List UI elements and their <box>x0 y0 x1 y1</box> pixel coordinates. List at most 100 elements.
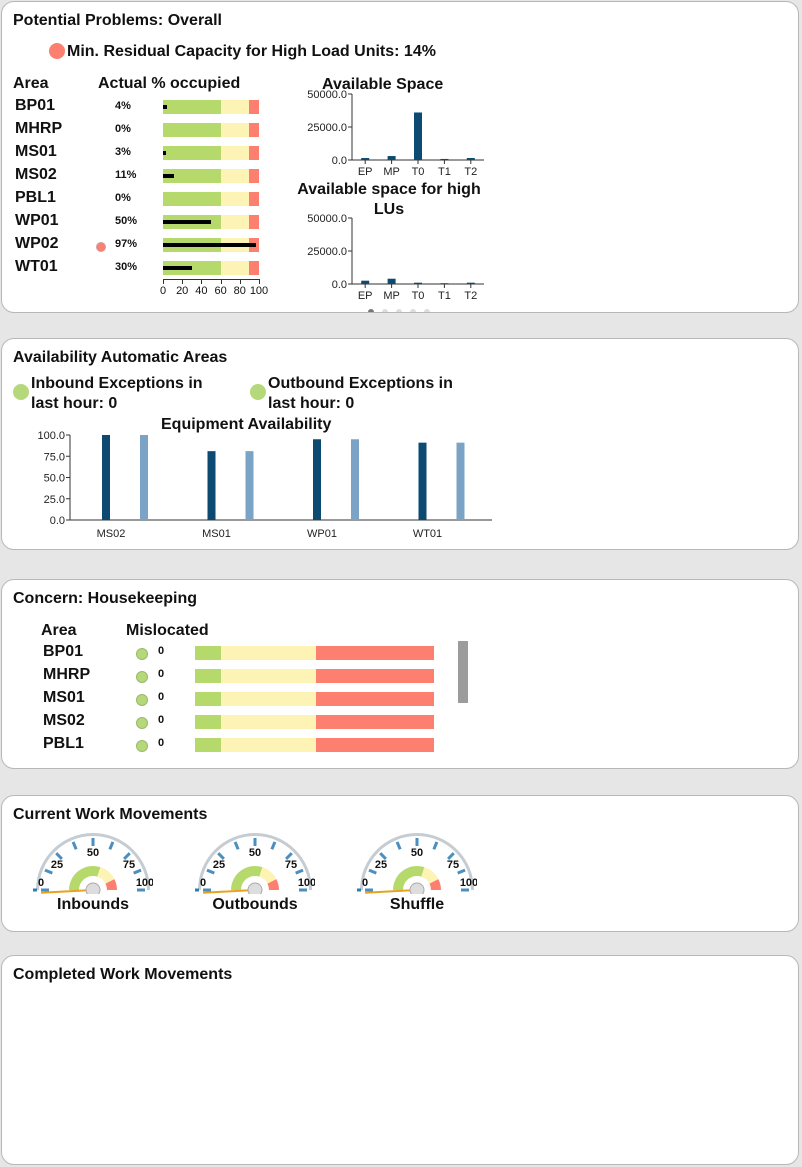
gauge-tick <box>123 852 131 860</box>
mislocated-bullet <box>195 692 434 706</box>
gauge-tick-label: 0 <box>38 877 44 889</box>
range-warn <box>220 215 250 229</box>
y-tick-label: 100.0 <box>37 430 65 442</box>
inbound-line2: last hour: 0 <box>31 395 118 412</box>
occupancy-bullet <box>163 192 259 206</box>
range-warn <box>220 146 250 160</box>
gauge-tick <box>44 868 53 875</box>
mislocated-count: 0 <box>158 691 165 703</box>
bar-MS01-series1 <box>207 451 216 520</box>
gauge-band-warn <box>97 867 115 884</box>
gauge-tick <box>71 841 78 850</box>
range-good <box>163 123 221 137</box>
gauge-band-good <box>393 866 425 890</box>
area-label: BP01 <box>15 97 56 114</box>
occupied-header: Actual % occupied <box>98 75 241 92</box>
range-warn <box>221 692 316 706</box>
axis-tick-label: 0 <box>159 285 167 297</box>
x-tick-label: T0 <box>412 166 425 178</box>
gauge-tick <box>108 841 115 850</box>
bar-MS01-series2 <box>245 451 254 520</box>
bar-WT01-series1 <box>418 442 427 520</box>
current-work-panel: Current Work Movements 0 25 50 75 100 Inbound… <box>1 795 799 932</box>
occupied-pct: 97% <box>115 238 138 250</box>
bar-T1 <box>440 158 449 160</box>
gauge-tick <box>432 841 439 850</box>
available-space-title: Available Space <box>322 76 444 93</box>
housekeeping-panel: Concern: Housekeeping Area Mislocated BP… <box>1 579 799 769</box>
panel-title: Concern: Housekeeping <box>13 590 198 607</box>
range-good <box>163 146 221 160</box>
occupancy-measure <box>163 243 257 247</box>
completed-work-panel: Completed Work Movements <box>1 955 799 1165</box>
gauge-tick <box>233 841 240 850</box>
axis-tick <box>201 279 203 284</box>
mislocated-bullet <box>195 715 434 729</box>
pager-dot[interactable] <box>382 309 388 312</box>
availability-panel: Availability Automatic Areas Inbound Exc… <box>1 338 799 550</box>
mislocated-header: Mislocated <box>126 622 209 639</box>
range-bad <box>316 646 434 660</box>
axis-tick <box>182 279 184 284</box>
occupancy-bullet <box>163 100 259 114</box>
occupancy-measure <box>163 220 211 224</box>
gauge-tick-label: 50 <box>249 847 261 859</box>
x-tick-label: MS02 <box>97 528 126 540</box>
status-dot <box>136 717 148 729</box>
gauge-needle <box>365 889 418 894</box>
status-dot <box>136 694 148 706</box>
outbound-status-dot <box>250 384 266 400</box>
x-tick-label: WT01 <box>413 528 442 540</box>
status-dot <box>136 671 148 683</box>
bar-WP01-series2 <box>351 439 359 520</box>
gauge-tick-label: 75 <box>285 859 297 871</box>
occupancy-bullet <box>163 169 259 183</box>
gauge-tick <box>206 868 215 875</box>
gauge-tick <box>270 841 277 850</box>
y-tick-label: 25.0 <box>44 494 65 506</box>
x-tick-label: T2 <box>464 290 477 302</box>
x-tick-label: T2 <box>464 166 477 178</box>
pager-dot[interactable] <box>410 309 416 312</box>
gauge-label: Shuffle <box>389 896 445 913</box>
range-bad <box>249 169 259 183</box>
range-bad <box>249 215 259 229</box>
range-bad <box>249 146 259 160</box>
scrollbar-thumb[interactable] <box>458 641 468 703</box>
mislocated-count: 0 <box>158 737 165 749</box>
x-tick-label: MS01 <box>202 528 231 540</box>
alert-dot <box>96 242 106 252</box>
axis-tick-label: 40 <box>195 285 208 297</box>
area-label: MS02 <box>15 166 57 183</box>
range-good <box>195 646 221 660</box>
range-good <box>195 738 221 752</box>
y-tick-label: 0.0 <box>50 515 65 527</box>
outbound-line1: Outbound Exceptions in <box>268 375 453 392</box>
gauge-tick-label: 0 <box>362 877 368 889</box>
bar-T0 <box>414 112 422 160</box>
y-tick-label: 0.0 <box>332 279 347 291</box>
gauge-needle <box>41 889 94 894</box>
mislocated-count: 0 <box>158 645 165 657</box>
occupancy-bullet <box>163 238 259 252</box>
bar-T1 <box>440 283 449 284</box>
x-tick-label: MP <box>383 166 400 178</box>
pager-dot[interactable] <box>424 309 430 312</box>
range-warn <box>221 715 316 729</box>
range-good <box>163 192 221 206</box>
panel-title: Completed Work Movements <box>13 966 233 983</box>
range-bad <box>249 123 259 137</box>
pager-dots[interactable] <box>368 309 438 312</box>
gauge-band-warn <box>259 867 277 884</box>
bar-T0 <box>414 282 422 284</box>
pager-dot-active[interactable] <box>368 309 374 312</box>
pager-dot[interactable] <box>396 309 402 312</box>
range-good <box>195 669 221 683</box>
occupancy-bullet <box>163 146 259 160</box>
gauge-tick-label: 75 <box>123 859 135 871</box>
occupied-pct: 4% <box>115 100 131 112</box>
axis-tick-label: 80 <box>233 285 246 297</box>
bar-WT01-series2 <box>456 442 465 520</box>
